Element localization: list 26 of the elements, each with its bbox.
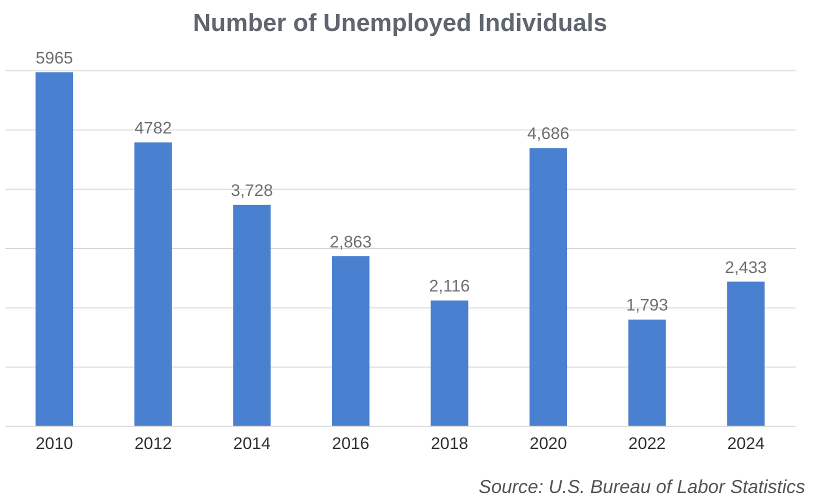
x-tick-label: 2022 (628, 434, 666, 454)
bar (530, 148, 568, 426)
x-tick-label: 2012 (134, 434, 172, 454)
data-label: 5965 (36, 48, 74, 68)
source-note: Source: U.S. Bureau of Labor Statistics (478, 476, 806, 498)
data-label: 4782 (134, 118, 172, 138)
bar (134, 142, 172, 426)
data-label: 2,863 (330, 232, 372, 252)
data-label: 4,686 (527, 124, 570, 144)
x-tick-label: 2014 (233, 434, 271, 454)
data-label: 2,116 (429, 276, 470, 296)
bar (233, 204, 271, 426)
bar (36, 72, 74, 426)
x-tick-label: 2020 (530, 434, 567, 454)
bar (727, 282, 765, 426)
data-label: 2,433 (724, 258, 767, 277)
bar (430, 300, 468, 426)
chart-title: Number of Unemployed Individuals (192, 10, 608, 37)
bar (332, 256, 370, 426)
x-tick-label: 2018 (430, 434, 468, 454)
x-tick-label: 2016 (332, 434, 370, 454)
x-tick-label: 2024 (727, 434, 765, 454)
data-label: 1,793 (626, 296, 668, 315)
data-label: 3,728 (230, 181, 273, 200)
x-tick-label: 2010 (36, 434, 74, 454)
bar (628, 320, 666, 426)
